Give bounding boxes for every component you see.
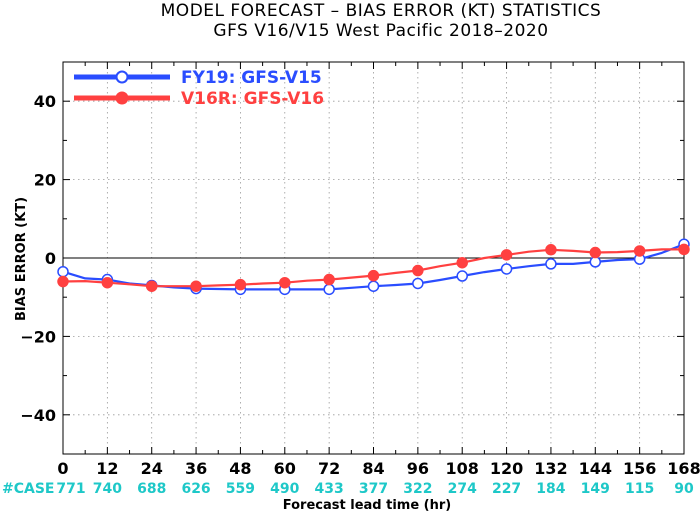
legend-swatch-marker xyxy=(115,70,129,84)
case-counts: 771 740 688 626 559 490 433 377 322 274 227 184 149 1… xyxy=(56,481,694,497)
y-tick-label: −20 xyxy=(20,327,56,346)
data-point xyxy=(500,249,513,261)
legend-entry-label: FY19: GFS-V15 xyxy=(181,68,322,88)
data-point xyxy=(367,280,380,292)
case-count: 377 xyxy=(359,481,388,497)
case-count: 274 xyxy=(448,481,477,497)
data-point xyxy=(145,280,158,292)
case-count: 184 xyxy=(536,481,565,497)
y-tick-label: 40 xyxy=(34,92,56,111)
case-count: 227 xyxy=(492,481,521,497)
x-tick-label: 120 xyxy=(490,459,523,478)
data-point xyxy=(456,256,468,269)
case-count: 490 xyxy=(270,481,299,497)
data-point xyxy=(589,246,602,259)
case-count: 559 xyxy=(226,481,255,497)
case-count: 626 xyxy=(181,481,210,497)
x-tick-label: 60 xyxy=(274,459,296,478)
data-point xyxy=(367,269,380,282)
case-count: 771 xyxy=(56,481,85,497)
legend-entry-label: V16R: GFS-V16 xyxy=(181,89,324,109)
x-tick-label: 132 xyxy=(534,459,567,478)
x-tick-label: 108 xyxy=(446,459,479,478)
y-tick-label: 0 xyxy=(45,249,56,268)
x-tick-label: 72 xyxy=(318,459,340,478)
x-tick-label: 96 xyxy=(407,459,429,478)
y-tick-label: −40 xyxy=(20,406,56,425)
x-tick-label: 24 xyxy=(141,459,163,478)
data-point xyxy=(633,245,646,257)
data-point xyxy=(678,243,690,256)
case-prefix-label: #CASE xyxy=(2,481,55,497)
case-count: 90 xyxy=(674,481,694,497)
case-count: 433 xyxy=(315,481,344,497)
data-point xyxy=(101,276,114,289)
data-point xyxy=(57,265,69,278)
series-lines xyxy=(57,238,690,296)
x-axis-label: Forecast lead time (hr) xyxy=(283,498,451,513)
x-tick-label: 36 xyxy=(185,459,207,478)
case-count: 740 xyxy=(93,481,122,497)
data-point xyxy=(57,275,69,288)
data-point xyxy=(323,273,335,286)
x-tick-label: 0 xyxy=(57,459,68,478)
axis-ticks: 0 12 24 36 48 60 72 84 96 108 120 132 144 156 168 −40 −2… xyxy=(20,61,700,478)
data-point xyxy=(323,283,335,296)
chart-subtitle: GFS V16/V15 West Pacific 2018–2020 xyxy=(213,21,548,41)
data-point xyxy=(234,278,247,291)
x-tick-label: 168 xyxy=(667,459,700,478)
data-point xyxy=(456,270,468,282)
data-point xyxy=(500,263,513,275)
x-tick-label: 84 xyxy=(362,459,384,478)
grid-lines xyxy=(63,62,684,454)
x-tick-label: 156 xyxy=(623,459,656,478)
case-count: 115 xyxy=(625,481,654,497)
data-point xyxy=(412,264,424,277)
data-point xyxy=(589,256,602,268)
chart-title: MODEL FORECAST – BIAS ERROR (KT) STATIST… xyxy=(161,1,602,21)
legend-swatch-marker xyxy=(115,91,129,105)
data-point xyxy=(279,276,291,289)
y-axis-label: BIAS ERROR (KT) xyxy=(14,197,29,321)
data-point xyxy=(190,280,202,292)
case-count: 688 xyxy=(137,481,166,497)
x-tick-label: 12 xyxy=(96,459,118,478)
x-tick-label: 144 xyxy=(579,459,612,478)
y-tick-label: 20 xyxy=(34,171,56,190)
data-point xyxy=(412,277,424,290)
case-count: 149 xyxy=(581,481,610,497)
data-point xyxy=(545,258,557,270)
case-count: 322 xyxy=(403,481,432,497)
x-tick-label: 48 xyxy=(229,459,251,478)
data-point xyxy=(545,244,557,256)
